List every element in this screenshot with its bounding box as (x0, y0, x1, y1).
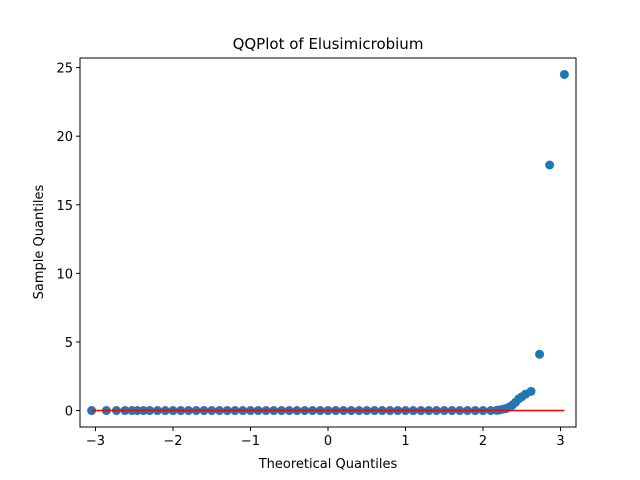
x-tick-label: 3 (556, 434, 564, 449)
data-point (559, 69, 569, 79)
y-axis: 0 5 10 15 20 25 (56, 62, 80, 420)
x-tick-label: −3 (86, 434, 105, 449)
x-tick-label: 1 (401, 434, 409, 449)
y-tick-label: 15 (56, 199, 73, 214)
x-tick-label: −1 (241, 434, 260, 449)
data-point (545, 160, 555, 170)
y-tick-label: 5 (65, 336, 73, 351)
y-tick-label: 0 (65, 405, 73, 420)
y-tick-label: 25 (56, 62, 73, 77)
x-tick-label: 0 (324, 434, 332, 449)
chart-title: QQPlot of Elusimicrobium (233, 35, 424, 53)
x-tick-label: 2 (479, 434, 487, 449)
y-axis-title: Sample Quantiles (32, 184, 47, 299)
data-point (535, 349, 545, 359)
x-axis-title: Theoretical Quantiles (258, 457, 398, 472)
y-tick-label: 20 (56, 130, 73, 145)
plot-area (87, 69, 569, 416)
x-tick-label: −2 (163, 434, 182, 449)
data-point (526, 386, 536, 396)
x-axis: −3 −2 −1 0 1 2 3 (86, 427, 565, 449)
y-tick-label: 10 (56, 267, 73, 282)
